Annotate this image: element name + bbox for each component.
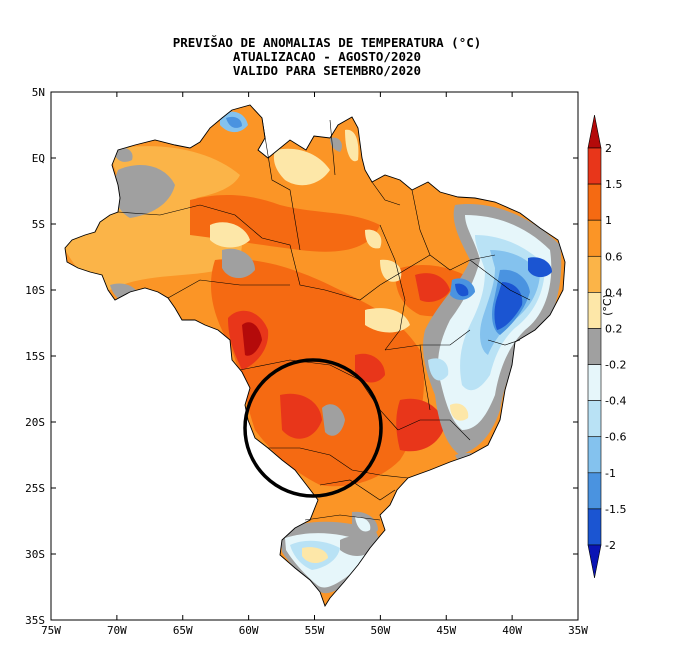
longitude-axis: 75W 70W 65W 60W 55W 50W 45W 40W 35W [41, 92, 588, 637]
colorbar-level-label: 0.4 [605, 286, 623, 299]
latitude-axis: 5N EQ 5S 10S 15S 20S 25S 30S 35S [25, 86, 578, 627]
title-block: PREVIŠAO DE ANOMALIAS DE TEMPERATURA (°C… [0, 36, 684, 78]
colorbar-bin [587, 292, 602, 329]
lon-tick-label: 65W [173, 624, 193, 637]
lon-tick-label: 45W [436, 624, 456, 637]
colorbar-bin [587, 472, 602, 510]
colorbar-bin [587, 400, 602, 438]
lat-tick-label: 5S [32, 218, 45, 231]
colorbar-level-label: -1.5 [605, 503, 626, 516]
lat-tick-label: 25S [25, 482, 45, 495]
colorbar-bin [587, 508, 602, 546]
brazil-outline [64, 104, 566, 608]
lat-tick-label: 15S [25, 350, 45, 363]
lon-tick-label: 55W [305, 624, 325, 637]
colorbar-level-label: -1 [605, 467, 616, 480]
title-line-2: ATUALIZACAO - AGOSTO/2020 [232, 49, 422, 64]
colorbar-level-label: 0.6 [605, 250, 623, 263]
colorbar-bin [587, 364, 602, 401]
colorbar-level-label: 1.5 [605, 178, 623, 191]
title-line-1: PREVIŠAO DE ANOMALIAS DE TEMPERATURA (°C… [172, 35, 482, 50]
colorbar-bin [587, 328, 602, 365]
lon-tick-label: 35W [568, 624, 588, 637]
colorbar-bin [587, 255, 602, 293]
lat-tick-label: 30S [25, 548, 45, 561]
colorbar-level-label: -2 [605, 539, 616, 552]
lon-tick-label: 70W [107, 624, 127, 637]
lat-tick-label: 20S [25, 416, 45, 429]
title-line-3: VALIDO PARA SETEMBRO/2020 [232, 63, 422, 78]
colorbar-level-label: 2 [605, 142, 612, 155]
colorbar-bin [587, 219, 602, 257]
colorbar-bin [587, 436, 602, 474]
state-borders [117, 117, 531, 521]
lon-tick-label: 40W [502, 624, 522, 637]
colorbar-bin [587, 183, 602, 221]
colorbar-top-arrow [587, 114, 602, 149]
colorbar-bin [587, 147, 602, 185]
colorbar-bottom-arrow [587, 544, 602, 579]
lon-tick-label: 60W [239, 624, 259, 637]
colorbar-level-label: -0.2 [605, 359, 626, 372]
lat-tick-label: 5N [32, 86, 45, 99]
lat-tick-label: EQ [32, 152, 45, 165]
colorbar-level-label: -0.6 [605, 431, 626, 444]
colorbar-level-label: -0.4 [605, 395, 626, 408]
lon-tick-label: 75W [41, 624, 61, 637]
colorbar-level-label: 0.2 [605, 322, 623, 335]
lon-tick-label: 50W [370, 624, 390, 637]
colorbar-unit-label: (°C) [601, 294, 614, 316]
lat-tick-label: 10S [25, 284, 45, 297]
lat-tick-label: 35S [25, 614, 45, 627]
highlight-circle [243, 358, 383, 498]
colorbar-level-label: 1 [605, 214, 612, 227]
colorbar: 2 1.5 1 0.6 0.4 0.2 -0.2 -0.4 -0.6 -1 -1.5 -2 [587, 114, 626, 579]
